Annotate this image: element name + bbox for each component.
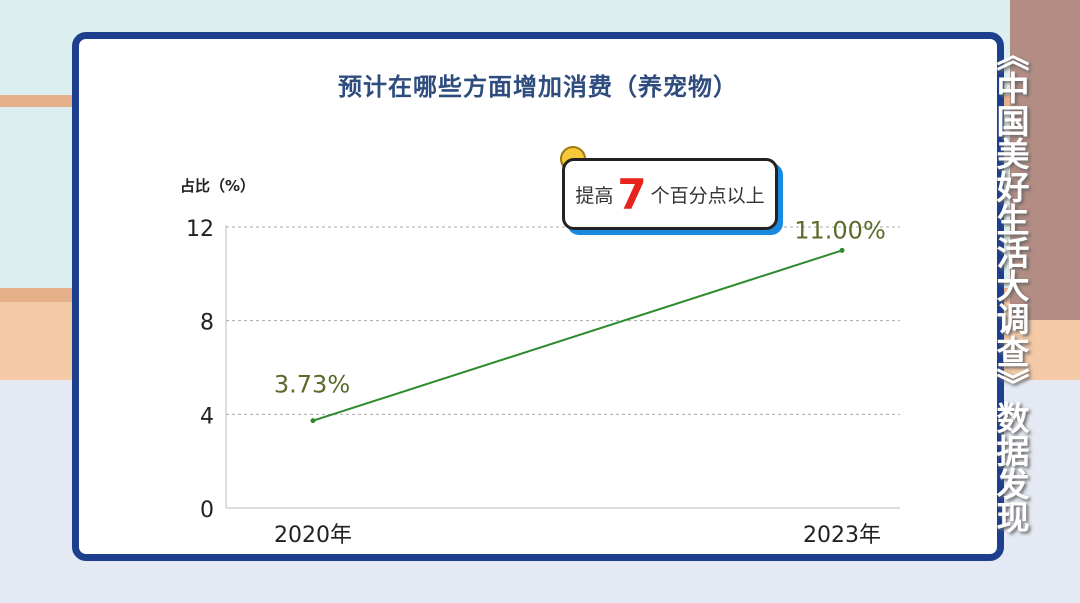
side-caption: 《中国美好生活大调查》数据发现 (991, 38, 1030, 533)
y-tick-label: 8 (200, 311, 214, 336)
y-tick-label: 4 (200, 404, 214, 429)
callout-suffix: 个百分点以上 (650, 184, 765, 207)
data-label: 3.73% (274, 371, 350, 399)
callout-bubble: 提高 7 个百分点以上 (562, 158, 778, 230)
y-tick-label: 0 (200, 498, 214, 523)
callout-number: 7 (617, 169, 647, 219)
series-line (312, 249, 843, 422)
callout-prefix: 提高 (575, 184, 614, 207)
data-point (310, 418, 316, 424)
x-tick-label: 2020年 (274, 523, 352, 548)
x-tick-label: 2023年 (803, 523, 881, 548)
y-axis-label: 占比（%） (180, 177, 255, 195)
chart-card: 预计在哪些方面增加消费（养宠物） (72, 32, 1004, 561)
background-door (1010, 0, 1080, 320)
chart-title: 预计在哪些方面增加消费（养宠物） (338, 73, 738, 101)
data-label: 11.00% (794, 216, 886, 244)
y-tick-label: 12 (186, 217, 214, 242)
data-point (839, 247, 845, 253)
